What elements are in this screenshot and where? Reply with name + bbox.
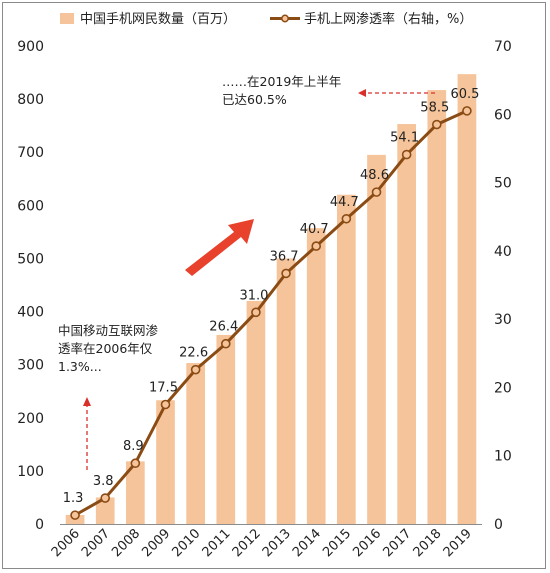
line-point-2009 (160, 399, 171, 410)
x-tick-2018: 2018 (411, 526, 445, 560)
x-tick-2006: 2006 (49, 526, 83, 560)
line-point-2016 (371, 187, 382, 197)
right-axis-tick-0: 0 (494, 517, 503, 533)
data-label-2009: 17.5 (149, 381, 178, 396)
data-label-2013: 36.7 (270, 249, 299, 264)
data-label-2017: 54.1 (390, 131, 419, 146)
bar-2018 (427, 90, 447, 525)
right-axis-tick-5: 50 (494, 176, 512, 192)
data-label-2008: 8.9 (123, 439, 144, 454)
bar-series (65, 74, 477, 525)
data-label-2015: 44.7 (330, 195, 359, 210)
data-label-2011: 26.4 (209, 320, 238, 335)
left-axis-tick-4: 400 (17, 305, 44, 321)
bar-2016 (367, 154, 386, 524)
left-axis-tick-7: 700 (17, 145, 44, 161)
legend-bar-swatch (60, 13, 74, 24)
left-axis-tick-0: 0 (35, 517, 44, 533)
annotation-top: ……在2019年上半年 已达60.5% (222, 74, 435, 107)
x-tick-2013: 2013 (260, 526, 294, 560)
bar-2012 (246, 300, 266, 524)
line-point-2018 (431, 119, 442, 130)
chart-frame (2, 2, 546, 569)
data-label-2019: 60.5 (450, 87, 479, 102)
bar-2009 (156, 400, 175, 524)
annotation-top-arrowhead (358, 89, 366, 97)
line-point-2019 (462, 106, 472, 116)
right-axis-tick-3: 30 (494, 312, 512, 328)
line-point-2014 (311, 241, 322, 251)
bar-2015 (337, 194, 356, 524)
x-tick-2011: 2011 (200, 526, 234, 560)
right-axis-tick-2: 20 (494, 380, 512, 396)
annotation-left-line1: 中国移动互联网渗 (58, 323, 159, 338)
x-tick-2007: 2007 (79, 526, 113, 560)
x-tick-2010: 2010 (169, 526, 203, 560)
data-label-2007: 3.8 (93, 474, 114, 489)
x-tick-2012: 2012 (230, 526, 264, 560)
x-tick-2008: 2008 (109, 526, 143, 560)
x-tick-2016: 2016 (350, 526, 384, 560)
annotation-left-line3: 1.3%... (58, 359, 102, 374)
left-axis-tick-8: 800 (17, 92, 44, 108)
line-point-2011 (220, 338, 231, 349)
legend-line-marker (281, 14, 289, 23)
x-axis: 2006200720082009201020112012201320142015… (49, 524, 482, 560)
annotation-top-line1: ……在2019年上半年 (222, 74, 341, 89)
legend-line-label: 手机上网渗透率（右轴，%） (304, 11, 472, 27)
right-axis-tick-6: 60 (494, 107, 512, 123)
penetration-line (74, 109, 468, 517)
bar-2014 (306, 228, 326, 524)
bar-2010 (186, 363, 205, 524)
x-tick-2014: 2014 (290, 526, 324, 560)
left-axis-tick-1: 100 (17, 464, 44, 480)
line-point-2017 (401, 149, 412, 160)
line-point-2007 (100, 493, 111, 503)
line-point-2010 (190, 364, 201, 375)
legend-bar-label: 中国手机网民数量（百万） (80, 12, 236, 27)
right-axis-tick-1: 10 (494, 449, 512, 465)
data-label-2016: 48.6 (360, 168, 389, 183)
x-tick-2017: 2017 (380, 526, 414, 560)
annotation-top-line2: 已达60.5% (222, 92, 287, 107)
line-point-2012 (251, 307, 261, 318)
bar-2008 (126, 461, 145, 524)
annotation-left: 中国移动互联网渗 透率在2006年仅 1.3%... (58, 323, 159, 470)
right-axis-tick-7: 70 (494, 39, 512, 55)
line-series: 1.3 3.8 8.9 17.5 22.626.4 31.0 36.740.744.748.… (63, 87, 479, 520)
left-axis-tick-3: 300 (17, 358, 44, 374)
data-label-2010: 22.6 (179, 346, 208, 361)
annotation-left-arrowhead (83, 397, 91, 406)
trend-arrow (185, 219, 254, 276)
left-axis-tick-6: 600 (17, 198, 44, 214)
data-label-2006: 1.3 (63, 491, 84, 506)
data-label-2012: 31.0 (239, 288, 268, 303)
left-axis-tick-5: 500 (17, 251, 44, 267)
bar-2011 (216, 334, 236, 524)
x-tick-2009: 2009 (139, 526, 173, 560)
bar-2019 (457, 74, 477, 524)
line-point-2013 (281, 268, 291, 279)
x-tick-2015: 2015 (320, 526, 354, 560)
right-axis: 0 10 20 30 40 50 60 70 (494, 39, 512, 533)
data-label-2018: 58.5 (420, 101, 449, 116)
line-point-2006 (70, 510, 80, 520)
left-axis-tick-2: 200 (17, 411, 44, 427)
bar-2017 (397, 124, 416, 524)
right-axis-tick-4: 40 (494, 244, 512, 260)
left-axis: 0 100 200 300 400 500 600 700 800 900 (17, 39, 44, 533)
annotation-left-line2: 透率在2006年仅 (58, 341, 153, 356)
legend: 中国手机网民数量（百万） 手机上网渗透率（右轴，%） (60, 11, 472, 27)
left-axis-tick-9: 900 (17, 39, 44, 55)
data-label-2014: 40.7 (300, 222, 329, 237)
x-tick-2019: 2019 (441, 526, 475, 560)
bar-2013 (276, 258, 296, 524)
bar-2007 (95, 497, 115, 524)
line-point-2008 (130, 458, 141, 469)
line-point-2015 (341, 213, 352, 224)
